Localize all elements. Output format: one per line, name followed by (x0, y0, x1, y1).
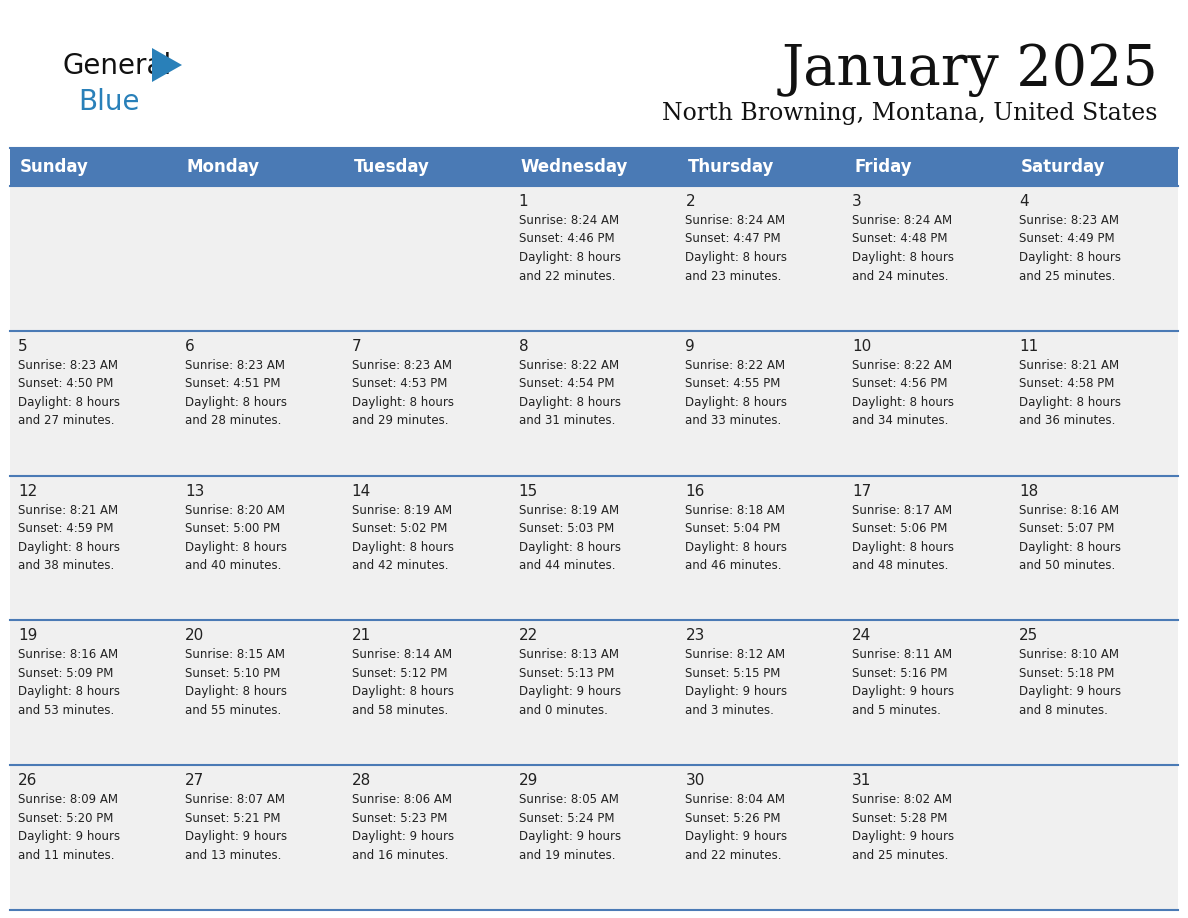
Text: Sunrise: 8:11 AM
Sunset: 5:16 PM
Daylight: 9 hours
and 5 minutes.: Sunrise: 8:11 AM Sunset: 5:16 PM Dayligh… (852, 648, 954, 717)
Text: 23: 23 (685, 629, 704, 644)
Text: Sunrise: 8:21 AM
Sunset: 4:58 PM
Daylight: 8 hours
and 36 minutes.: Sunrise: 8:21 AM Sunset: 4:58 PM Dayligh… (1019, 359, 1121, 427)
Text: 6: 6 (185, 339, 195, 353)
Text: Sunrise: 8:17 AM
Sunset: 5:06 PM
Daylight: 8 hours
and 48 minutes.: Sunrise: 8:17 AM Sunset: 5:06 PM Dayligh… (852, 504, 954, 572)
Text: Sunrise: 8:23 AM
Sunset: 4:53 PM
Daylight: 8 hours
and 29 minutes.: Sunrise: 8:23 AM Sunset: 4:53 PM Dayligh… (352, 359, 454, 427)
Text: Sunrise: 8:20 AM
Sunset: 5:00 PM
Daylight: 8 hours
and 40 minutes.: Sunrise: 8:20 AM Sunset: 5:00 PM Dayligh… (185, 504, 286, 572)
Text: 29: 29 (519, 773, 538, 789)
Text: Sunrise: 8:23 AM
Sunset: 4:50 PM
Daylight: 8 hours
and 27 minutes.: Sunrise: 8:23 AM Sunset: 4:50 PM Dayligh… (18, 359, 120, 427)
Text: Sunrise: 8:23 AM
Sunset: 4:49 PM
Daylight: 8 hours
and 25 minutes.: Sunrise: 8:23 AM Sunset: 4:49 PM Dayligh… (1019, 214, 1121, 283)
Text: Sunrise: 8:10 AM
Sunset: 5:18 PM
Daylight: 9 hours
and 8 minutes.: Sunrise: 8:10 AM Sunset: 5:18 PM Dayligh… (1019, 648, 1121, 717)
Text: 11: 11 (1019, 339, 1038, 353)
Text: Monday: Monday (187, 158, 260, 176)
Text: North Browning, Montana, United States: North Browning, Montana, United States (663, 102, 1158, 125)
Text: Sunrise: 8:24 AM
Sunset: 4:48 PM
Daylight: 8 hours
and 24 minutes.: Sunrise: 8:24 AM Sunset: 4:48 PM Dayligh… (852, 214, 954, 283)
Text: 8: 8 (519, 339, 529, 353)
Text: Thursday: Thursday (688, 158, 773, 176)
Text: Sunrise: 8:04 AM
Sunset: 5:26 PM
Daylight: 9 hours
and 22 minutes.: Sunrise: 8:04 AM Sunset: 5:26 PM Dayligh… (685, 793, 788, 862)
Text: 19: 19 (18, 629, 37, 644)
Text: 10: 10 (852, 339, 872, 353)
Text: January 2025: January 2025 (782, 42, 1158, 96)
Polygon shape (152, 48, 182, 82)
Text: 18: 18 (1019, 484, 1038, 498)
Bar (10, 621, 1178, 766)
Text: Friday: Friday (854, 158, 912, 176)
Text: 15: 15 (519, 484, 538, 498)
Bar (10, 766, 1178, 910)
Text: Sunrise: 8:06 AM
Sunset: 5:23 PM
Daylight: 9 hours
and 16 minutes.: Sunrise: 8:06 AM Sunset: 5:23 PM Dayligh… (352, 793, 454, 862)
Text: Sunrise: 8:22 AM
Sunset: 4:54 PM
Daylight: 8 hours
and 31 minutes.: Sunrise: 8:22 AM Sunset: 4:54 PM Dayligh… (519, 359, 620, 427)
Text: Tuesday: Tuesday (354, 158, 430, 176)
Text: Sunrise: 8:07 AM
Sunset: 5:21 PM
Daylight: 9 hours
and 13 minutes.: Sunrise: 8:07 AM Sunset: 5:21 PM Dayligh… (185, 793, 287, 862)
Text: 22: 22 (519, 629, 538, 644)
Text: Sunrise: 8:23 AM
Sunset: 4:51 PM
Daylight: 8 hours
and 28 minutes.: Sunrise: 8:23 AM Sunset: 4:51 PM Dayligh… (185, 359, 286, 427)
Text: Sunrise: 8:13 AM
Sunset: 5:13 PM
Daylight: 9 hours
and 0 minutes.: Sunrise: 8:13 AM Sunset: 5:13 PM Dayligh… (519, 648, 620, 717)
Text: Sunrise: 8:12 AM
Sunset: 5:15 PM
Daylight: 9 hours
and 3 minutes.: Sunrise: 8:12 AM Sunset: 5:15 PM Dayligh… (685, 648, 788, 717)
Text: Sunday: Sunday (20, 158, 89, 176)
Text: Sunrise: 8:16 AM
Sunset: 5:07 PM
Daylight: 8 hours
and 50 minutes.: Sunrise: 8:16 AM Sunset: 5:07 PM Dayligh… (1019, 504, 1121, 572)
Text: 14: 14 (352, 484, 371, 498)
Bar (10, 148, 1178, 186)
Text: 28: 28 (352, 773, 371, 789)
Text: 17: 17 (852, 484, 872, 498)
Text: 16: 16 (685, 484, 704, 498)
Text: Wednesday: Wednesday (520, 158, 628, 176)
Text: Saturday: Saturday (1022, 158, 1106, 176)
Text: General: General (62, 52, 171, 80)
Text: 5: 5 (18, 339, 27, 353)
Text: Sunrise: 8:09 AM
Sunset: 5:20 PM
Daylight: 9 hours
and 11 minutes.: Sunrise: 8:09 AM Sunset: 5:20 PM Dayligh… (18, 793, 120, 862)
Text: Sunrise: 8:22 AM
Sunset: 4:56 PM
Daylight: 8 hours
and 34 minutes.: Sunrise: 8:22 AM Sunset: 4:56 PM Dayligh… (852, 359, 954, 427)
Text: Sunrise: 8:15 AM
Sunset: 5:10 PM
Daylight: 8 hours
and 55 minutes.: Sunrise: 8:15 AM Sunset: 5:10 PM Dayligh… (185, 648, 286, 717)
Text: 25: 25 (1019, 629, 1038, 644)
Text: Sunrise: 8:24 AM
Sunset: 4:46 PM
Daylight: 8 hours
and 22 minutes.: Sunrise: 8:24 AM Sunset: 4:46 PM Dayligh… (519, 214, 620, 283)
Text: Blue: Blue (78, 88, 139, 116)
Text: 20: 20 (185, 629, 204, 644)
Text: 26: 26 (18, 773, 37, 789)
Bar (10, 330, 1178, 476)
Text: 4: 4 (1019, 194, 1029, 209)
Text: Sunrise: 8:02 AM
Sunset: 5:28 PM
Daylight: 9 hours
and 25 minutes.: Sunrise: 8:02 AM Sunset: 5:28 PM Dayligh… (852, 793, 954, 862)
Text: Sunrise: 8:19 AM
Sunset: 5:02 PM
Daylight: 8 hours
and 42 minutes.: Sunrise: 8:19 AM Sunset: 5:02 PM Dayligh… (352, 504, 454, 572)
Text: 1: 1 (519, 194, 529, 209)
Text: 3: 3 (852, 194, 862, 209)
Text: 7: 7 (352, 339, 361, 353)
Text: 27: 27 (185, 773, 204, 789)
Text: 9: 9 (685, 339, 695, 353)
Text: Sunrise: 8:19 AM
Sunset: 5:03 PM
Daylight: 8 hours
and 44 minutes.: Sunrise: 8:19 AM Sunset: 5:03 PM Dayligh… (519, 504, 620, 572)
Text: Sunrise: 8:18 AM
Sunset: 5:04 PM
Daylight: 8 hours
and 46 minutes.: Sunrise: 8:18 AM Sunset: 5:04 PM Dayligh… (685, 504, 788, 572)
Text: 13: 13 (185, 484, 204, 498)
Text: 21: 21 (352, 629, 371, 644)
Text: 24: 24 (852, 629, 872, 644)
Text: 30: 30 (685, 773, 704, 789)
Text: Sunrise: 8:16 AM
Sunset: 5:09 PM
Daylight: 8 hours
and 53 minutes.: Sunrise: 8:16 AM Sunset: 5:09 PM Dayligh… (18, 648, 120, 717)
Bar (10, 186, 1178, 330)
Text: Sunrise: 8:05 AM
Sunset: 5:24 PM
Daylight: 9 hours
and 19 minutes.: Sunrise: 8:05 AM Sunset: 5:24 PM Dayligh… (519, 793, 620, 862)
Bar (10, 476, 1178, 621)
Text: Sunrise: 8:21 AM
Sunset: 4:59 PM
Daylight: 8 hours
and 38 minutes.: Sunrise: 8:21 AM Sunset: 4:59 PM Dayligh… (18, 504, 120, 572)
Text: 31: 31 (852, 773, 872, 789)
Text: Sunrise: 8:24 AM
Sunset: 4:47 PM
Daylight: 8 hours
and 23 minutes.: Sunrise: 8:24 AM Sunset: 4:47 PM Dayligh… (685, 214, 788, 283)
Text: Sunrise: 8:22 AM
Sunset: 4:55 PM
Daylight: 8 hours
and 33 minutes.: Sunrise: 8:22 AM Sunset: 4:55 PM Dayligh… (685, 359, 788, 427)
Text: 12: 12 (18, 484, 37, 498)
Text: Sunrise: 8:14 AM
Sunset: 5:12 PM
Daylight: 8 hours
and 58 minutes.: Sunrise: 8:14 AM Sunset: 5:12 PM Dayligh… (352, 648, 454, 717)
Text: 2: 2 (685, 194, 695, 209)
